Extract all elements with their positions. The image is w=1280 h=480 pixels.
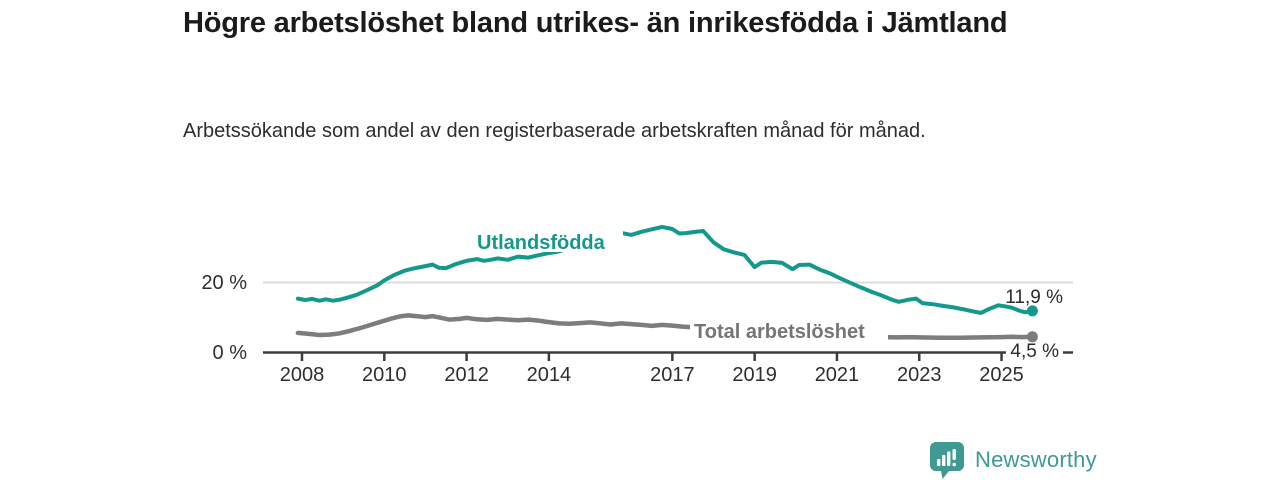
total-label-halo xyxy=(690,321,888,342)
chart-subtitle: Arbetssökande som andel av den registerb… xyxy=(183,120,926,142)
end-value-label-utlandsfodda: 11,9 % xyxy=(1005,287,1063,308)
x-tick-label-2023: 2023 xyxy=(897,364,942,386)
x-tick-label-2021: 2021 xyxy=(815,364,860,386)
x-tick-label-2008: 2008 xyxy=(280,364,325,386)
page-title: Högre arbetslöshet bland utrikes- än inr… xyxy=(183,7,1008,39)
x-tick-label-2012: 2012 xyxy=(444,364,489,386)
series-end-dot-utlandsfodda xyxy=(1026,305,1038,317)
series-end-dot-total xyxy=(1026,331,1038,343)
utlandsfodda-label-halo xyxy=(474,230,623,252)
y-tick-label-20: 20 % xyxy=(201,272,247,294)
x-axis-ticks: 2008 2010 2012 2014 2017 2019 2021 2023 2025 xyxy=(280,352,1024,386)
x-tick-label-2017: 2017 xyxy=(650,364,695,386)
brand-name: Newsworthy xyxy=(975,447,1097,472)
newsworthy-logo: Newsworthy xyxy=(928,441,1097,479)
x-tick-label-2019: 2019 xyxy=(732,364,777,386)
x-tick-label-2025: 2025 xyxy=(979,364,1024,386)
series-line-utlandsfodda xyxy=(295,224,1035,315)
end-value-label-total: 4,5 % xyxy=(1010,341,1059,362)
x-tick-label-2014: 2014 xyxy=(527,364,572,386)
series-label-total-arbetsloshet: Total arbetslöshet xyxy=(694,321,865,343)
x-tick-label-2010: 2010 xyxy=(362,364,407,386)
y-tick-label-0: 0 % xyxy=(213,342,248,364)
series-line-total-arbetsloshet xyxy=(295,313,1035,341)
end-value-halo-total xyxy=(1006,341,1063,359)
series-label-utlandsfodda: Utlandsfödda xyxy=(477,232,606,254)
bar-chart-speech-bubble-icon xyxy=(930,442,964,479)
logo-bars xyxy=(937,449,956,467)
